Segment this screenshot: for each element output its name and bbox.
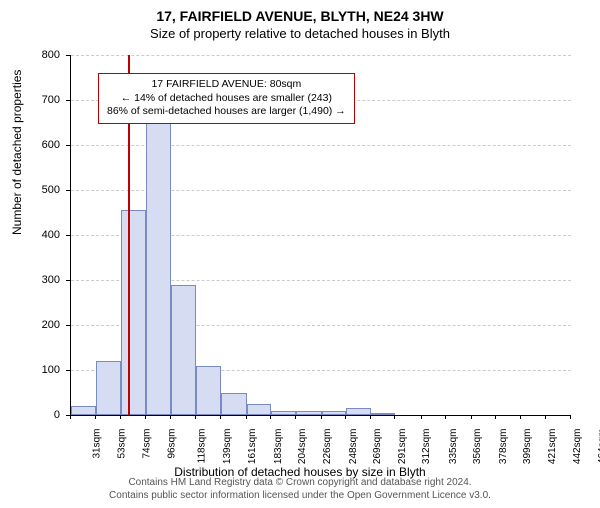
histogram-bar: [196, 366, 221, 416]
x-tick-label: 269sqm: [372, 429, 383, 465]
annotation-box: 17 FAIRFIELD AVENUE: 80sqm ← 14% of deta…: [98, 73, 355, 124]
x-tick-mark: [545, 415, 546, 419]
histogram-bar: [71, 406, 96, 415]
x-tick-mark: [195, 415, 196, 419]
annotation-line3: 86% of semi-detached houses are larger (…: [107, 105, 346, 119]
histogram-bar: [247, 404, 271, 415]
histogram-chart: Number of detached properties 0100200300…: [0, 45, 600, 465]
x-tick-mark: [270, 415, 271, 419]
footer-line1: Contains HM Land Registry data © Crown c…: [0, 476, 600, 489]
histogram-bar: [271, 411, 296, 416]
x-tick-label: 118sqm: [197, 429, 208, 464]
y-tick-label: 400: [20, 229, 60, 241]
x-tick-mark: [295, 415, 296, 419]
x-tick-label: 204sqm: [297, 429, 308, 465]
x-tick-mark: [95, 415, 96, 419]
histogram-bar: [371, 413, 395, 415]
chart-subtitle: Size of property relative to detached ho…: [0, 26, 600, 41]
x-tick-label: 53sqm: [117, 429, 128, 459]
x-tick-mark: [520, 415, 521, 419]
histogram-bar: [346, 408, 371, 415]
annotation-line2: ← 14% of detached houses are smaller (24…: [107, 92, 346, 106]
annotation-line1: 17 FAIRFIELD AVENUE: 80sqm: [107, 78, 346, 92]
x-tick-mark: [445, 415, 446, 419]
x-tick-mark: [495, 415, 496, 419]
footer-line2: Contains public sector information licen…: [0, 489, 600, 502]
y-tick-label: 0: [20, 409, 60, 421]
y-tick-label: 100: [20, 364, 60, 376]
histogram-bar: [296, 411, 321, 416]
x-tick-mark: [120, 415, 121, 419]
histogram-bar: [171, 285, 195, 416]
x-tick-label: 74sqm: [141, 429, 152, 459]
y-tick-label: 500: [20, 184, 60, 196]
x-tick-label: 356sqm: [472, 429, 483, 465]
x-tick-mark: [421, 415, 422, 419]
x-tick-label: 183sqm: [273, 429, 284, 465]
histogram-bar: [121, 210, 146, 415]
x-tick-label: 96sqm: [167, 429, 178, 459]
x-tick-label: 442sqm: [572, 429, 583, 465]
x-tick-label: 312sqm: [422, 429, 433, 465]
x-tick-mark: [570, 415, 571, 419]
x-tick-mark: [321, 415, 322, 419]
x-tick-label: 31sqm: [92, 429, 103, 459]
x-tick-label: 161sqm: [247, 429, 258, 465]
x-tick-label: 421sqm: [547, 429, 558, 465]
x-tick-label: 139sqm: [222, 429, 233, 465]
x-tick-mark: [471, 415, 472, 419]
x-tick-mark: [394, 415, 395, 419]
x-tick-label: 248sqm: [348, 429, 359, 465]
x-tick-mark: [145, 415, 146, 419]
x-tick-label: 399sqm: [522, 429, 533, 465]
histogram-bar: [96, 361, 120, 415]
x-tick-mark: [345, 415, 346, 419]
y-tick-label: 300: [20, 274, 60, 286]
histogram-bar: [146, 91, 171, 415]
x-tick-mark: [70, 415, 71, 419]
x-tick-label: 226sqm: [322, 429, 333, 465]
chart-title: 17, FAIRFIELD AVENUE, BLYTH, NE24 3HW: [0, 8, 600, 24]
y-tick-label: 700: [20, 94, 60, 106]
histogram-bar: [221, 393, 246, 416]
y-tick-label: 800: [20, 49, 60, 61]
footer-attribution: Contains HM Land Registry data © Crown c…: [0, 476, 600, 502]
x-tick-mark: [246, 415, 247, 419]
grid-line: [71, 55, 571, 56]
histogram-bar: [322, 411, 346, 415]
x-tick-label: 291sqm: [397, 429, 408, 465]
x-tick-label: 378sqm: [498, 429, 509, 465]
x-tick-mark: [170, 415, 171, 419]
x-tick-mark: [220, 415, 221, 419]
y-tick-label: 600: [20, 139, 60, 151]
x-tick-label: 335sqm: [448, 429, 459, 465]
x-tick-mark: [370, 415, 371, 419]
y-tick-label: 200: [20, 319, 60, 331]
